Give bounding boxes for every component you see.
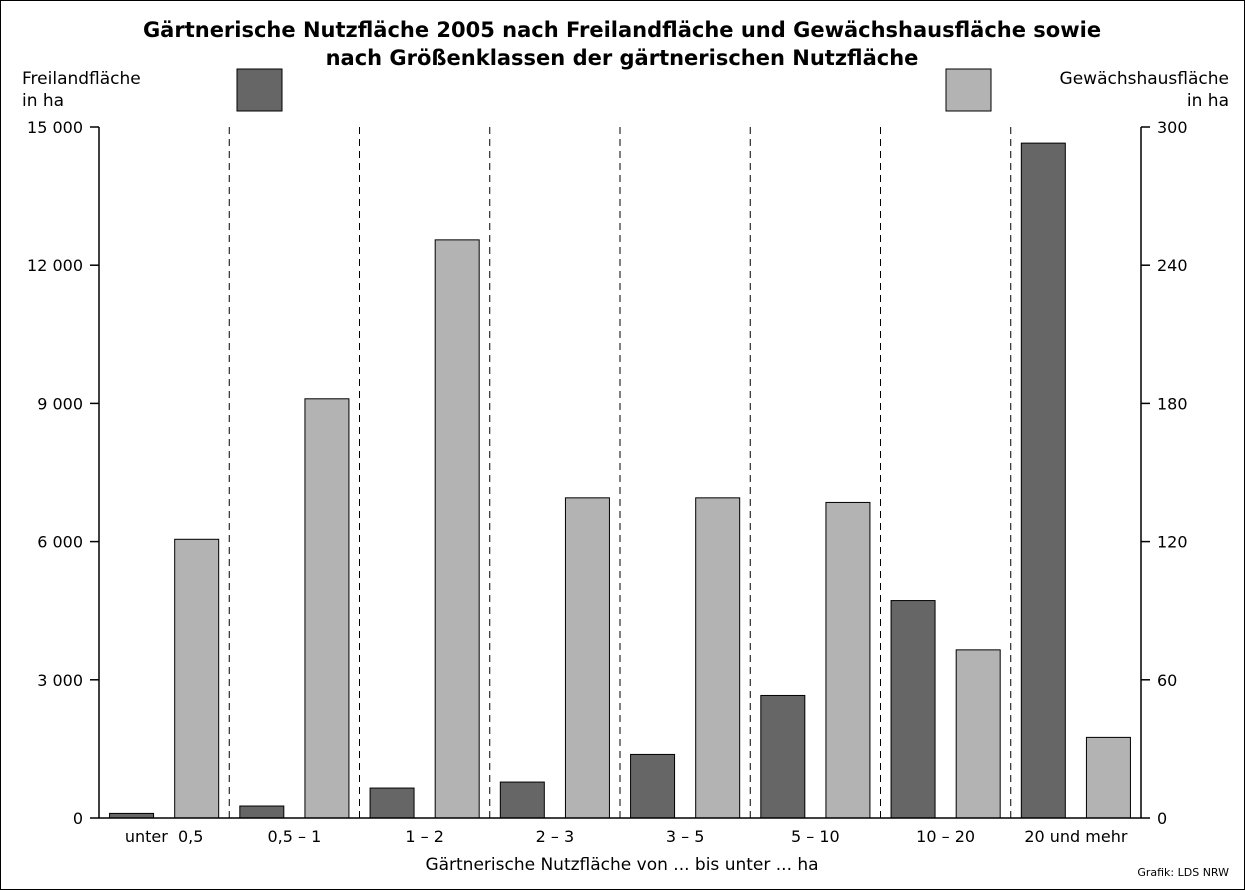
bar-gewaechshaus <box>695 497 741 819</box>
bar-gewaechshaus <box>1085 736 1131 819</box>
bar-gewaechshaus <box>434 239 480 819</box>
left-axis-label-line2: in ha <box>22 91 64 111</box>
bar-freiland <box>760 694 806 819</box>
category-label: 1 – 2 <box>405 827 444 846</box>
legend-swatch-gewaechshaus <box>945 68 992 112</box>
right-tick-label: 0 <box>1157 809 1167 828</box>
left-tick-label: 9 000 <box>37 394 83 413</box>
category-label: 10 – 20 <box>916 827 975 846</box>
category-label: 3 – 5 <box>666 827 705 846</box>
bar-freiland <box>1020 142 1066 819</box>
category-label: 20 und mehr <box>1024 827 1128 846</box>
bar-freiland <box>239 805 285 819</box>
credit-text: Grafik: LDS NRW <box>1137 866 1229 879</box>
x-axis-label: Gärtnerische Nutzfläche von ... bis unte… <box>425 855 818 875</box>
category-label: 5 – 10 <box>791 827 840 846</box>
bar-gewaechshaus <box>174 538 220 819</box>
right-tick-label: 120 <box>1157 533 1188 552</box>
right-tick-label: 240 <box>1157 256 1188 275</box>
right-axis-label-line1: Gewächshausfläche <box>1060 69 1229 89</box>
plot-area: 0 3 000 6 000 9 000 12 000 15 000 0 60 120 180 240… <box>27 118 1188 846</box>
legend-swatch-freiland <box>236 68 283 112</box>
bar-gewaechshaus <box>564 497 610 819</box>
bar-gewaechshaus <box>304 398 350 819</box>
right-axis-label-line2: in ha <box>1187 91 1229 111</box>
left-tick-label: 15 000 <box>27 118 83 137</box>
left-tick-label: 6 000 <box>37 533 83 552</box>
left-tick-label: 3 000 <box>37 671 83 690</box>
bar-freiland <box>369 787 415 819</box>
chart-title-line1: Gärtnerische Nutzfläche 2005 nach Freila… <box>143 18 1101 42</box>
right-tick-label: 300 <box>1157 118 1188 137</box>
category-label: 2 – 3 <box>536 827 575 846</box>
bar-freiland <box>499 781 545 819</box>
left-tick-label: 12 000 <box>27 256 83 275</box>
bar-freiland <box>630 753 676 819</box>
bar-gewaechshaus <box>825 501 871 819</box>
category-label: 0,5 – 1 <box>267 827 321 846</box>
chart-title-line2: nach Größenklassen der gärtnerischen Nut… <box>326 46 919 70</box>
right-tick-label: 180 <box>1157 394 1188 413</box>
bar-freiland <box>890 600 936 819</box>
bar-gewaechshaus <box>955 649 1001 819</box>
left-tick-label: 0 <box>73 809 83 828</box>
category-label: unter 0,5 <box>125 827 204 846</box>
left-axis-label-line1: Freilandfläche <box>22 69 141 89</box>
right-tick-label: 60 <box>1157 671 1177 690</box>
